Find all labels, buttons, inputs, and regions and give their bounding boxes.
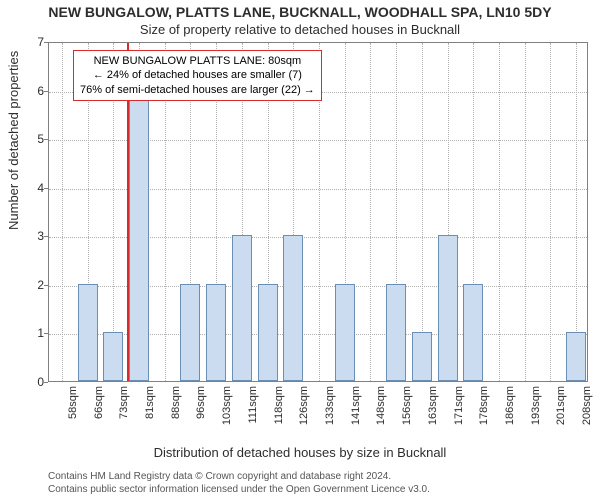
xtick-label: 111sqm	[247, 386, 259, 432]
attribution: Contains HM Land Registry data © Crown c…	[48, 470, 430, 496]
gridline-v	[422, 43, 423, 381]
xtick-label: 141sqm	[350, 386, 362, 432]
x-axis-label: Distribution of detached houses by size …	[0, 445, 600, 460]
bar	[283, 235, 303, 381]
xtick-label: 163sqm	[427, 386, 439, 432]
xtick-label: 208sqm	[581, 386, 593, 432]
bar	[412, 332, 432, 381]
ytick-label: 5	[30, 132, 44, 146]
bar	[180, 284, 200, 381]
xtick-label: 73sqm	[118, 386, 130, 432]
xtick-label: 126sqm	[298, 386, 310, 432]
xtick-label: 193sqm	[530, 386, 542, 432]
ytick-mark	[44, 91, 48, 92]
bar	[129, 90, 149, 381]
xtick-label: 103sqm	[221, 386, 233, 432]
ytick-label: 3	[30, 229, 44, 243]
ytick-mark	[44, 382, 48, 383]
xtick-label: 201sqm	[555, 386, 567, 432]
xtick-label: 66sqm	[93, 386, 105, 432]
ytick-label: 2	[30, 278, 44, 292]
xtick-label: 96sqm	[195, 386, 207, 432]
bar	[258, 284, 278, 381]
info-line-3: 76% of semi-detached houses are larger (…	[80, 83, 315, 97]
xtick-label: 118sqm	[273, 386, 285, 432]
gridline-v	[62, 43, 63, 381]
bar	[206, 284, 226, 381]
ytick-label: 1	[30, 326, 44, 340]
y-axis-label: Number of detached properties	[6, 51, 21, 230]
ytick-mark	[44, 285, 48, 286]
ytick-label: 7	[30, 35, 44, 49]
xtick-label: 58sqm	[67, 386, 79, 432]
xtick-label: 133sqm	[324, 386, 336, 432]
gridline-v	[576, 43, 577, 381]
info-line-2: ← 24% of detached houses are smaller (7)	[80, 68, 315, 82]
xtick-label: 148sqm	[375, 386, 387, 432]
ytick-label: 4	[30, 181, 44, 195]
bar	[232, 235, 252, 381]
info-line-1: NEW BUNGALOW PLATTS LANE: 80sqm	[80, 54, 315, 68]
ytick-label: 0	[30, 375, 44, 389]
ytick-mark	[44, 333, 48, 334]
ytick-label: 6	[30, 84, 44, 98]
attribution-line-1: Contains HM Land Registry data © Crown c…	[48, 470, 430, 483]
ytick-mark	[44, 139, 48, 140]
ytick-mark	[44, 42, 48, 43]
bar	[103, 332, 123, 381]
xtick-label: 186sqm	[504, 386, 516, 432]
gridline-v	[499, 43, 500, 381]
bar	[438, 235, 458, 381]
gridline-v	[370, 43, 371, 381]
bar	[386, 284, 406, 381]
gridline-v	[525, 43, 526, 381]
info-box: NEW BUNGALOW PLATTS LANE: 80sqm ← 24% of…	[73, 50, 322, 101]
bar	[78, 284, 98, 381]
xtick-label: 178sqm	[478, 386, 490, 432]
chart-subtitle: Size of property relative to detached ho…	[0, 22, 600, 37]
xtick-label: 156sqm	[401, 386, 413, 432]
gridline-v	[550, 43, 551, 381]
xtick-label: 171sqm	[453, 386, 465, 432]
bar	[463, 284, 483, 381]
attribution-line-2: Contains public sector information licen…	[48, 483, 430, 496]
chart-title: NEW BUNGALOW, PLATTS LANE, BUCKNALL, WOO…	[0, 4, 600, 20]
bar	[335, 284, 355, 381]
ytick-mark	[44, 188, 48, 189]
ytick-mark	[44, 236, 48, 237]
bar	[566, 332, 586, 381]
xtick-label: 81sqm	[144, 386, 156, 432]
xtick-label: 88sqm	[170, 386, 182, 432]
